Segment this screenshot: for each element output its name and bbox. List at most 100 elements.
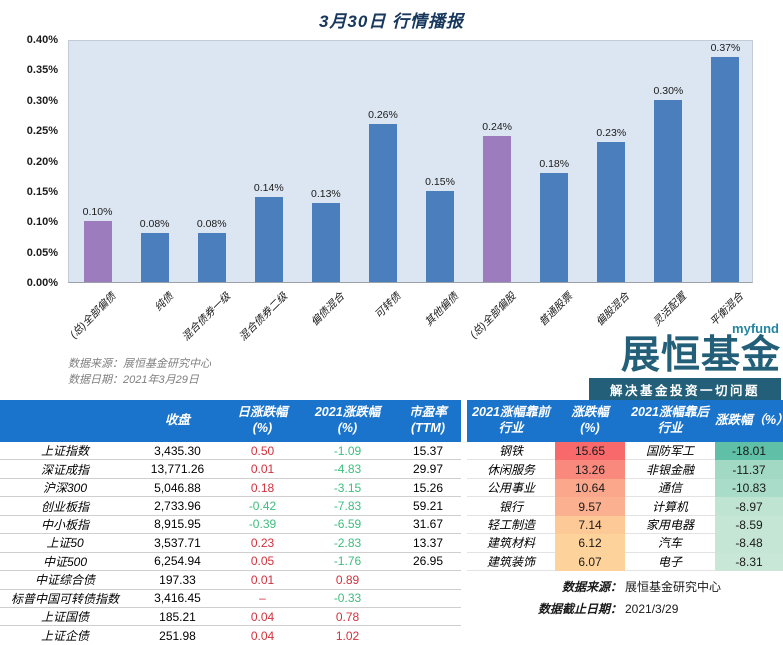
index-table-header-cell: 市盈率 (TTM) [395,405,461,436]
index-table-row: 上证国债 185.21 0.04 0.78 [0,608,461,627]
bar-value-label: 0.23% [596,127,627,140]
industry-table-header-cell: 涨跌幅 (%) [555,405,625,436]
index-table-cell-ytd: -4.83 [333,462,362,477]
index-table-cell-pe: 15.26 [412,480,444,495]
bar-value-label: 0.30% [653,84,684,97]
industry-table-row: 建筑装饰 6.07 电子 -8.31 [467,552,783,572]
chart-source-line1: 数据来源：展恒基金研究中心 [68,358,211,370]
x-axis-label: 其他偏债 [422,290,461,329]
index-table-cell-close: 8,915.95 [154,517,201,532]
bar-value-label: 0.37% [710,42,741,55]
index-table-cell-daily: 0.04 [250,609,275,624]
industry-table-cell-gain: 13.26 [555,460,625,479]
bar-value-label: 0.24% [482,121,513,134]
bar-偏股混合 [597,142,626,282]
header-line1: 2021涨幅靠前 [472,405,550,420]
bar-其他偏债 [426,190,455,282]
y-axis-tick: 0.25% [26,125,58,138]
industry-table-row: 公用事业 10.64 通信 -10.83 [467,478,783,498]
header-line2: 行业 [498,421,524,435]
index-table-cell-daily: 0.04 [250,628,275,643]
header-line2: (%) [337,421,358,435]
header-line1: 市盈率 [409,405,447,420]
index-table-header-cell: 2021涨跌幅 (%) [300,405,395,436]
index-table-cell-close: 5,046.88 [154,480,201,495]
header-line1: 2021涨幅靠后 [631,405,709,420]
header-line1: 收盘 [164,413,190,428]
industry-table-cell-gain: 10.64 [555,478,625,498]
industry-table-cell-gainer: 银行 [467,497,555,516]
index-table-cell-ytd: 1.02 [335,628,360,643]
industry-table-cell-loser: 计算机 [625,497,715,516]
index-table-cell-pe: 59.21 [412,499,444,514]
index-table-cell-close: 3,537.71 [154,535,201,550]
industry-table-row: 轻工制造 7.14 家用电器 -8.59 [467,515,783,535]
industry-table: 2021涨幅靠前 行业 涨跌幅 (%) 2021涨幅靠后行业 涨跌幅（%） 钢铁 15.65 国… [467,400,783,617]
industry-table-cell-loss: -8.97 [715,497,783,516]
index-table-cell-close: 3,435.30 [154,443,201,458]
index-table-cell-daily: -0.42 [248,499,277,514]
x-axis-label: (总)全部偏债 [67,290,119,341]
index-table-cell-pe: 13.37 [412,535,444,550]
index-table-cell-name: 上证企债 [40,629,89,644]
header-line1: 涨跌幅（%） [715,413,783,428]
industry-table-header-cell: 涨跌幅（%） [715,413,783,429]
bar-灵活配置 [654,99,683,282]
logo-tagline: 解决基金投资一切问题 [589,378,781,402]
industry-table-cell-gainer: 建筑材料 [467,534,555,553]
index-table-cell-name: 上证指数 [40,444,89,459]
y-axis-tick: 0.40% [26,34,58,46]
index-table-header-cell: 收盘 [130,413,225,429]
industry-table-header-row: 2021涨幅靠前 行业 涨跌幅 (%) 2021涨幅靠后行业 涨跌幅（%） [467,400,783,442]
index-table-row: 上证指数 3,435.30 0.50 -1.09 15.37 [0,442,461,461]
index-table-cell-name: 上证国债 [40,610,89,625]
x-axis-label: 纯债 [152,290,176,314]
industry-table-header-cell: 2021涨幅靠前 行业 [467,405,555,436]
bar-value-label: 0.26% [368,109,398,122]
index-table-cell-name: 标普中国可转债指数 [10,591,119,606]
index-table-cell-daily: -0.39 [248,517,277,532]
y-axis-tick: 0.35% [26,64,58,77]
industry-table-cell-gainer: 公用事业 [467,479,555,498]
bar-(总)全部偏股 [483,136,512,282]
x-axis-label: 混合债券二级 [236,290,290,344]
bar-value-label: 0.15% [425,175,455,188]
bar-偏债混合 [311,203,340,282]
industry-table-cell-loss: -10.83 [715,478,783,498]
x-axis-label: 偏债混合 [308,290,347,329]
industry-table-row: 钢铁 15.65 国防军工 -18.01 [467,442,783,461]
bar-value-label: 0.10% [82,206,113,219]
index-table-cell-name: 中证综合债 [34,573,95,588]
index-table-cell-pe: 26.95 [412,554,444,569]
index-table-cell-daily: 0.18 [250,480,275,495]
index-table-cell-close: 3,416.45 [154,591,201,606]
bar-chart-plot-area: 0.10% 0.08% 0.08% 0.14% 0.13% 0.26% 0.15% 0.24%… [68,40,753,283]
index-table-cell-pe: 29.97 [412,462,444,477]
index-table-cell-ytd: -7.83 [333,499,362,514]
index-table-cell-name: 深证成指 [40,462,89,477]
industry-table-cell-loss: -8.59 [715,515,783,535]
chart-source-note: 数据来源：展恒基金研究中心 数据日期：2021年3月29日 [68,357,211,389]
index-table-cell-ytd: 0.89 [335,572,360,587]
industry-table-cell-gainer: 休闲服务 [467,460,555,479]
industry-table-cell-loss: -18.01 [715,442,783,461]
source-value: 2021/3/29 [625,601,679,616]
bar-混合债券一级 [197,233,226,282]
index-table: 收盘 日涨跌幅 (%) 2021涨跌幅 (%) 市盈率 (TTM) 上证指数 3,435.30 0… [0,400,461,645]
index-table-cell-daily: 0.05 [250,554,275,569]
x-axis-label: 混合债券一级 [179,290,233,344]
industry-table-cell-loser: 家用电器 [625,516,715,535]
chart-source-line2: 数据日期：2021年3月29日 [68,373,199,386]
industry-table-cell-gain: 7.14 [555,515,625,535]
industry-table-cell-gain: 6.07 [555,552,625,572]
logo-brand-name: 展恒基金 [620,334,781,377]
header-line1: 日涨跌幅 [237,405,288,420]
index-table-cell-close: 197.33 [159,572,196,587]
x-axis-label: 普通股票 [536,290,576,329]
index-table-row: 深证成指 13,771.26 0.01 -4.83 29.97 [0,460,461,479]
index-table-cell-close: 2,733.96 [154,499,201,514]
y-axis-tick: 0.20% [26,155,58,168]
index-table-cell-close: 185.21 [159,609,196,624]
index-table-cell-name: 沪深300 [42,481,88,496]
header-line1: 涨跌幅 [571,405,609,420]
